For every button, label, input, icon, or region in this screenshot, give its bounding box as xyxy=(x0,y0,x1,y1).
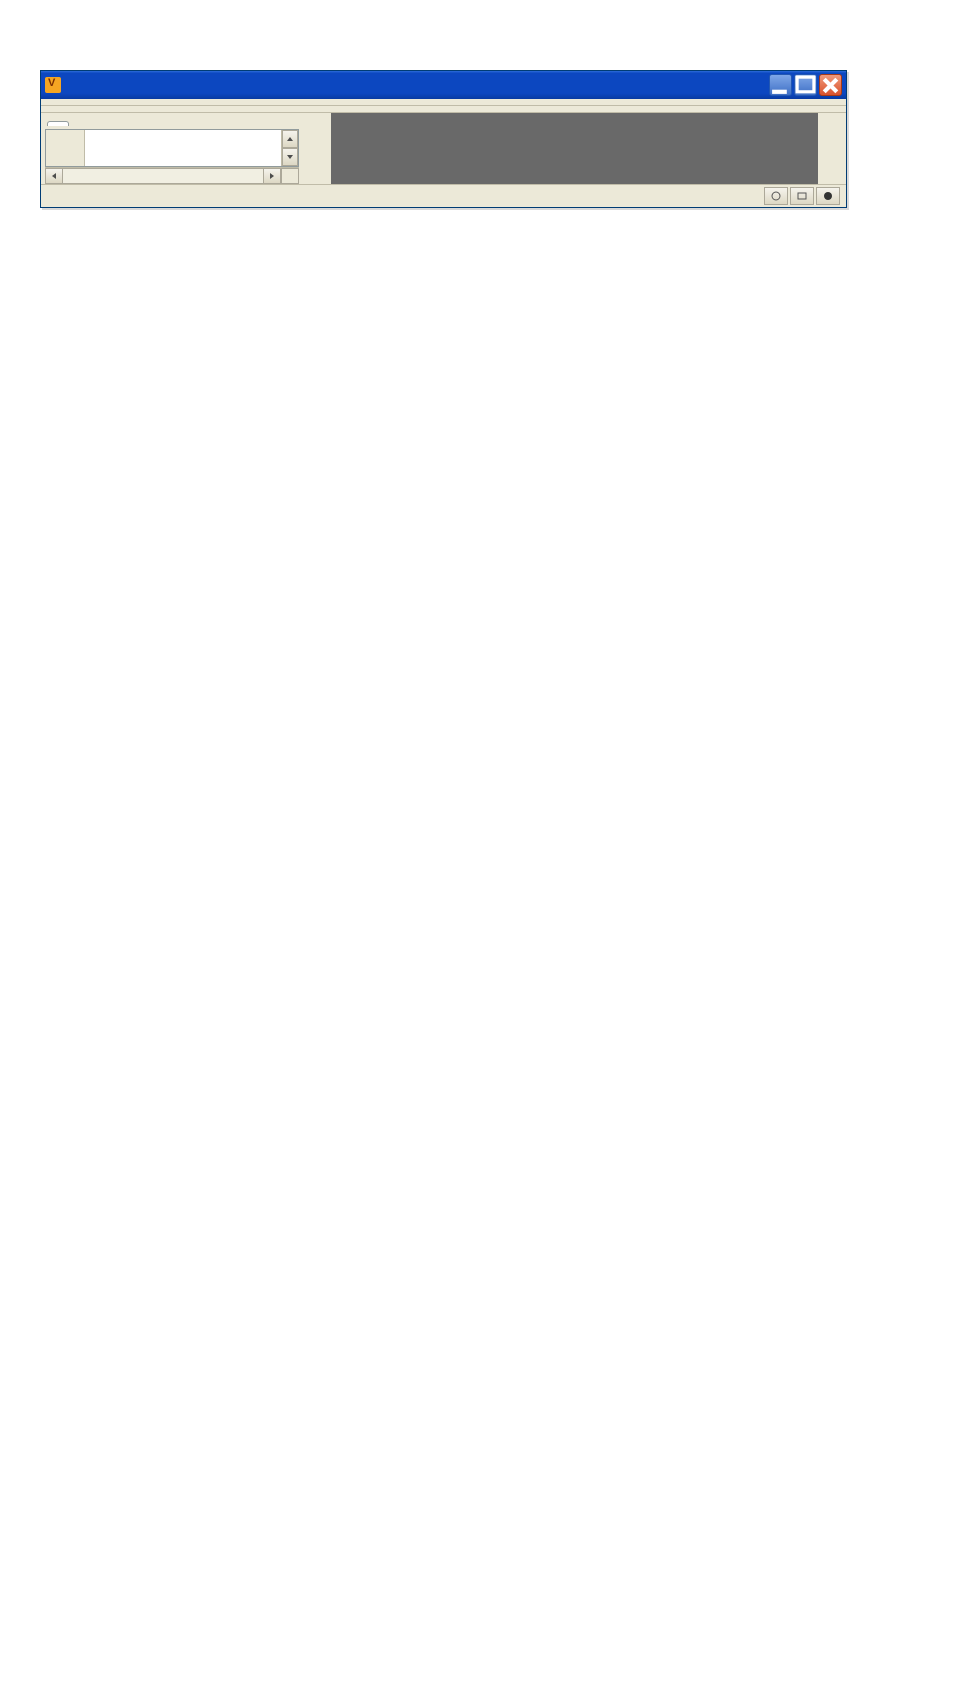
app-icon xyxy=(45,77,61,93)
main-toolbar xyxy=(41,106,846,113)
code-lines[interactable] xyxy=(85,130,281,166)
maximize-button[interactable] xyxy=(794,74,817,96)
left-toolbar xyxy=(303,113,331,184)
pyramid-wireframe xyxy=(331,113,818,530)
client-area xyxy=(41,113,846,184)
hscroll-track[interactable] xyxy=(63,168,263,184)
close-button[interactable] xyxy=(819,74,842,96)
horizontal-scrollbar[interactable] xyxy=(45,167,299,184)
tab-program[interactable] xyxy=(47,121,69,126)
scroll-left-button[interactable] xyxy=(45,168,63,184)
app-window xyxy=(40,70,847,208)
scroll-right-button[interactable] xyxy=(263,168,281,184)
scroll-up-button[interactable] xyxy=(282,130,298,148)
titlebar[interactable] xyxy=(41,71,846,99)
right-toolbar xyxy=(818,113,846,184)
menubar xyxy=(41,99,846,106)
scroll-down-button[interactable] xyxy=(282,148,298,166)
vertical-scrollbar[interactable] xyxy=(281,130,298,166)
status-btn-3[interactable] xyxy=(816,187,840,205)
viewport-3d[interactable] xyxy=(331,113,818,184)
scroll-corner xyxy=(281,168,299,184)
code-area[interactable] xyxy=(45,129,299,167)
code-panel xyxy=(41,113,303,184)
line-gutter xyxy=(46,130,85,166)
minimize-button[interactable] xyxy=(769,74,792,96)
